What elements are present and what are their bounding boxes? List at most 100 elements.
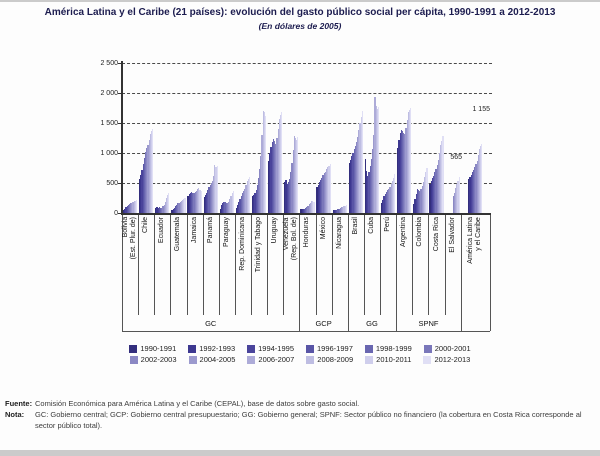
bar bbox=[288, 179, 291, 213]
bar-group bbox=[170, 63, 186, 213]
bar bbox=[425, 172, 427, 213]
bar bbox=[205, 192, 208, 213]
bar bbox=[216, 166, 218, 213]
bar bbox=[332, 210, 334, 213]
bar bbox=[148, 139, 150, 213]
x-label-cell: Bolivia (Est. Plur. de) bbox=[122, 217, 138, 314]
bar bbox=[308, 204, 310, 213]
bar bbox=[246, 181, 248, 213]
bar bbox=[468, 179, 470, 213]
legend-item: 2002-2003 bbox=[129, 355, 177, 364]
bar bbox=[172, 208, 174, 213]
y-tick-label: 0 bbox=[114, 209, 118, 217]
country-label: Guatemala bbox=[174, 217, 182, 252]
bar-group bbox=[235, 63, 251, 213]
bar bbox=[176, 204, 178, 213]
bar bbox=[259, 169, 261, 213]
legend-label: 2006-2007 bbox=[258, 355, 295, 364]
y-gridline bbox=[122, 63, 493, 64]
bar bbox=[429, 184, 431, 213]
bar bbox=[251, 196, 254, 213]
legend-swatch bbox=[247, 355, 256, 364]
bar bbox=[133, 201, 135, 213]
legend-label: 2004-2005 bbox=[199, 355, 236, 364]
country-separator bbox=[170, 215, 172, 315]
bar bbox=[481, 143, 483, 213]
country-label: México bbox=[319, 217, 327, 240]
x-label-cell: Chile bbox=[138, 217, 154, 314]
bar bbox=[389, 187, 391, 213]
bar bbox=[285, 180, 287, 213]
bar bbox=[262, 111, 264, 213]
x-label-cell: Venezuela (Rep. Bol. de) bbox=[283, 217, 299, 314]
bar bbox=[431, 178, 433, 213]
bar bbox=[220, 205, 223, 213]
country-separator bbox=[315, 215, 317, 315]
bar bbox=[324, 171, 326, 213]
bar bbox=[136, 200, 138, 213]
bar bbox=[475, 164, 477, 213]
bar bbox=[149, 134, 151, 213]
bar bbox=[211, 180, 214, 213]
bar bbox=[272, 139, 275, 213]
legend-item: 2000-2001 bbox=[423, 344, 471, 353]
bar bbox=[302, 208, 304, 213]
bar bbox=[309, 202, 312, 213]
bar bbox=[244, 189, 246, 213]
sector-separator bbox=[299, 215, 301, 331]
bar bbox=[196, 189, 199, 213]
legend-item: 2004-2005 bbox=[188, 355, 236, 364]
sector-group-label: GCP bbox=[315, 319, 332, 328]
y-tick-mark bbox=[118, 213, 122, 214]
y-tick-label: 2 500 bbox=[100, 59, 118, 67]
bar bbox=[222, 202, 224, 213]
bar bbox=[147, 145, 149, 213]
bar-group bbox=[445, 63, 461, 213]
bar bbox=[469, 177, 471, 213]
bar-group bbox=[267, 63, 283, 213]
bar bbox=[421, 186, 423, 213]
country-label: Paraguay bbox=[222, 217, 230, 247]
bar bbox=[386, 190, 389, 213]
bar bbox=[325, 169, 328, 213]
country-separator bbox=[267, 215, 269, 315]
source-label: Fuente: bbox=[5, 399, 33, 408]
legend-swatch bbox=[423, 344, 432, 353]
bar bbox=[294, 138, 297, 213]
bar bbox=[241, 192, 243, 213]
bar bbox=[327, 167, 329, 213]
bar bbox=[183, 199, 185, 213]
note-text: GC: Gobierno central; GCP: Gobierno cent… bbox=[35, 409, 582, 430]
bar bbox=[438, 153, 441, 213]
bar bbox=[242, 191, 245, 213]
bar bbox=[376, 108, 378, 213]
bar bbox=[403, 132, 405, 213]
x-label-cell: Uruguay bbox=[267, 217, 283, 314]
bar bbox=[131, 202, 133, 213]
bar bbox=[400, 129, 402, 213]
footer-notes: Fuente: Comisión Económica para América … bbox=[5, 399, 595, 432]
bar bbox=[209, 184, 211, 213]
country-label: Cuba bbox=[367, 217, 375, 234]
x-label-cell: Colombia bbox=[412, 217, 428, 314]
data-label-annotation: 1 155 bbox=[472, 106, 490, 113]
bar bbox=[198, 187, 200, 213]
x-label-cell: El Salvador bbox=[445, 217, 461, 314]
x-label-cell: Perú bbox=[380, 217, 396, 314]
bar bbox=[436, 165, 438, 213]
legend-label: 1996-1997 bbox=[317, 344, 353, 353]
bar bbox=[471, 172, 473, 213]
bar bbox=[426, 168, 428, 213]
x-label-cell: América Latina y el Caribe bbox=[461, 217, 490, 314]
bar bbox=[199, 189, 201, 213]
bar-group bbox=[332, 63, 348, 213]
country-label: Rep. Dominicana bbox=[238, 217, 246, 271]
bar bbox=[263, 112, 266, 213]
bar bbox=[354, 145, 356, 213]
bar bbox=[269, 153, 271, 213]
bar bbox=[441, 141, 443, 213]
bar bbox=[368, 171, 370, 213]
legend-label: 2012-2013 bbox=[434, 355, 471, 364]
bar bbox=[391, 180, 393, 213]
legend-swatch bbox=[306, 355, 315, 364]
